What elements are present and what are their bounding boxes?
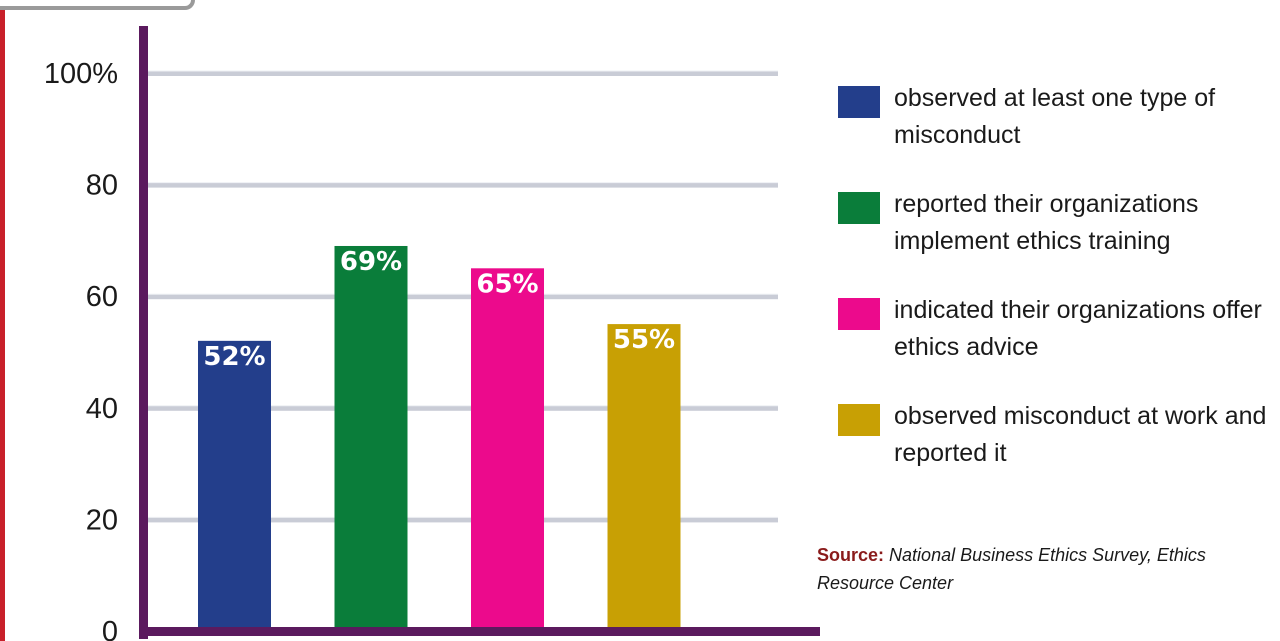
legend-label: observed misconduct at work and reported… bbox=[894, 402, 1267, 467]
data-label: 52% bbox=[203, 342, 265, 372]
data-labels: 52% 69% 65% 55% bbox=[203, 247, 675, 372]
y-tick-label: 0 bbox=[102, 616, 118, 641]
bars bbox=[198, 245, 681, 632]
x-axis bbox=[139, 627, 820, 636]
gridlines bbox=[144, 70, 778, 523]
legend-label: reported their organizations implement e… bbox=[894, 190, 1199, 255]
legend-item: indicated their organizations offer ethi… bbox=[838, 292, 1278, 398]
source-label: Source: bbox=[817, 545, 885, 565]
legend-label: indicated their organizations offer ethi… bbox=[894, 296, 1262, 361]
bar bbox=[334, 245, 408, 632]
gridline bbox=[144, 71, 778, 76]
source-text: National Business Ethics Survey, Ethics … bbox=[817, 545, 1206, 593]
legend-swatch bbox=[838, 192, 880, 224]
bar bbox=[471, 268, 544, 631]
bar bbox=[607, 324, 681, 631]
bar-chart: 0 20 40 60 80 100% 52% 69% 65% 55% bbox=[44, 26, 820, 641]
source-note: Source: National Business Ethics Survey,… bbox=[817, 541, 1277, 597]
gridline bbox=[144, 182, 778, 188]
data-label: 55% bbox=[613, 325, 675, 355]
gridline bbox=[144, 294, 778, 300]
y-tick-label: 80 bbox=[86, 170, 118, 202]
data-label: 69% bbox=[340, 247, 402, 277]
legend-item: observed misconduct at work and reported… bbox=[838, 398, 1278, 504]
top-tab-decoration bbox=[0, 0, 195, 10]
legend-swatch bbox=[838, 404, 880, 436]
data-label: 65% bbox=[476, 269, 538, 299]
legend-item: observed at least one type of misconduct bbox=[838, 80, 1278, 186]
legend: observed at least one type of misconduct… bbox=[838, 80, 1278, 504]
bar bbox=[198, 340, 271, 631]
y-tick-label: 40 bbox=[86, 393, 118, 425]
legend-item: reported their organizations implement e… bbox=[838, 186, 1278, 292]
y-tick-label: 100% bbox=[44, 58, 118, 90]
y-tick-label: 60 bbox=[86, 281, 118, 313]
left-border-decoration bbox=[0, 0, 5, 641]
axes bbox=[139, 26, 820, 639]
y-tick-labels: 0 20 40 60 80 100% bbox=[44, 58, 118, 641]
y-tick-label: 20 bbox=[86, 504, 118, 536]
gridline bbox=[144, 517, 778, 523]
y-axis bbox=[139, 26, 148, 639]
legend-swatch bbox=[838, 86, 880, 118]
legend-label: observed at least one type of misconduct bbox=[894, 84, 1216, 149]
gridline bbox=[144, 405, 778, 411]
legend-swatch bbox=[838, 298, 880, 330]
